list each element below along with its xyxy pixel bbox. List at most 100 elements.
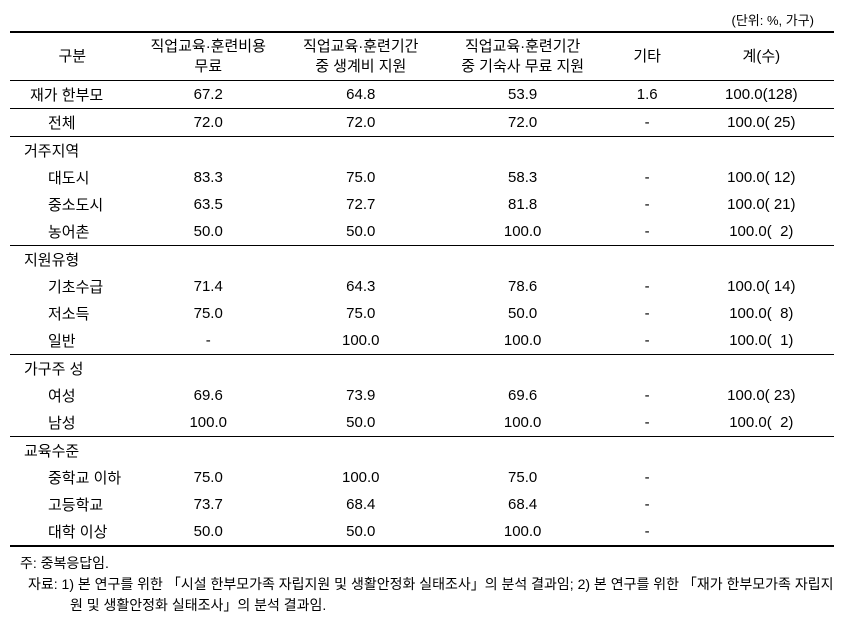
cell-value: - — [606, 327, 689, 355]
row-label: 재가 한부모 — [10, 81, 135, 109]
cell-value: 75.0 — [440, 464, 606, 491]
cell-value: 100.0 — [440, 409, 606, 437]
cell-value: 100.0( 23) — [689, 382, 834, 409]
header-col3: 직업교육·훈련기간중 기숙사 무료 지원 — [440, 32, 606, 81]
table-row: 중소도시63.572.781.8-100.0( 21) — [10, 191, 834, 218]
cell-value: 75.0 — [135, 464, 282, 491]
cell-value: 83.3 — [135, 164, 282, 191]
cell-value — [689, 464, 834, 491]
cell-value: 100.0 — [282, 464, 440, 491]
header-col2: 직업교육·훈련기간중 생계비 지원 — [282, 32, 440, 81]
table-row: 저소득75.075.050.0-100.0( 8) — [10, 300, 834, 327]
table-row: 재가 한부모67.264.853.91.6100.0(128) — [10, 81, 834, 109]
row-label: 고등학교 — [10, 491, 135, 518]
table-row: 중학교 이하75.0100.075.0- — [10, 464, 834, 491]
table-row: 일반-100.0100.0-100.0( 1) — [10, 327, 834, 355]
cell-value — [689, 518, 834, 546]
cell-value: 100.0( 2) — [689, 409, 834, 437]
cell-value: 100.0 — [440, 518, 606, 546]
table-row: 지원유형 — [10, 246, 834, 274]
cell-value: 100.0( 12) — [689, 164, 834, 191]
cell-value: - — [606, 164, 689, 191]
row-label: 여성 — [10, 382, 135, 409]
cell-value: 100.0 — [135, 409, 282, 437]
cell-value: - — [606, 382, 689, 409]
cell-value: 75.0 — [282, 300, 440, 327]
cell-value: 100.0 — [282, 327, 440, 355]
section-label: 지원유형 — [10, 246, 834, 274]
cell-value: - — [606, 218, 689, 246]
cell-value: 100.0( 2) — [689, 218, 834, 246]
cell-value: - — [606, 191, 689, 218]
cell-value: 100.0( 25) — [689, 109, 834, 137]
table-row: 여성69.673.969.6-100.0( 23) — [10, 382, 834, 409]
row-label: 남성 — [10, 409, 135, 437]
cell-value: - — [606, 300, 689, 327]
row-label: 대학 이상 — [10, 518, 135, 546]
cell-value: - — [606, 518, 689, 546]
row-label: 대도시 — [10, 164, 135, 191]
table-row: 기초수급71.464.378.6-100.0( 14) — [10, 273, 834, 300]
cell-value: 68.4 — [282, 491, 440, 518]
footnote-source: 자료: 1) 본 연구를 위한 「시설 한부모가족 자립지원 및 생활안정화 실… — [20, 574, 834, 616]
cell-value: 63.5 — [135, 191, 282, 218]
cell-value: 58.3 — [440, 164, 606, 191]
cell-value: 72.0 — [440, 109, 606, 137]
cell-value: 50.0 — [282, 409, 440, 437]
table-row: 농어촌50.050.0100.0-100.0( 2) — [10, 218, 834, 246]
cell-value: 50.0 — [440, 300, 606, 327]
header-row: 구분 직업교육·훈련비용무료 직업교육·훈련기간중 생계비 지원 직업교육·훈련… — [10, 32, 834, 81]
cell-value: 75.0 — [282, 164, 440, 191]
cell-value: 72.0 — [282, 109, 440, 137]
cell-value: 50.0 — [135, 218, 282, 246]
cell-value: 68.4 — [440, 491, 606, 518]
cell-value: 67.2 — [135, 81, 282, 109]
table-row: 대도시83.375.058.3-100.0( 12) — [10, 164, 834, 191]
table-body: 재가 한부모67.264.853.91.6100.0(128)전체72.072.… — [10, 81, 834, 547]
table-row: 가구주 성 — [10, 355, 834, 383]
cell-value: 100.0(128) — [689, 81, 834, 109]
row-label: 전체 — [10, 109, 135, 137]
cell-value: 72.0 — [135, 109, 282, 137]
row-label: 농어촌 — [10, 218, 135, 246]
cell-value: 100.0 — [440, 327, 606, 355]
cell-value: 75.0 — [135, 300, 282, 327]
unit-label: (단위: %, 가구) — [10, 10, 834, 31]
row-label: 일반 — [10, 327, 135, 355]
cell-value: 53.9 — [440, 81, 606, 109]
section-label: 가구주 성 — [10, 355, 834, 383]
cell-value: 50.0 — [282, 218, 440, 246]
data-table: 구분 직업교육·훈련비용무료 직업교육·훈련기간중 생계비 지원 직업교육·훈련… — [10, 31, 834, 547]
row-label: 저소득 — [10, 300, 135, 327]
cell-value: 69.6 — [440, 382, 606, 409]
header-col1: 직업교육·훈련비용무료 — [135, 32, 282, 81]
cell-value: - — [606, 409, 689, 437]
header-category: 구분 — [10, 32, 135, 81]
cell-value: 100.0( 1) — [689, 327, 834, 355]
header-col5: 계(수) — [689, 32, 834, 81]
table-row: 고등학교73.768.468.4- — [10, 491, 834, 518]
cell-value: 78.6 — [440, 273, 606, 300]
row-label: 기초수급 — [10, 273, 135, 300]
cell-value: 73.9 — [282, 382, 440, 409]
cell-value: 71.4 — [135, 273, 282, 300]
table-row: 남성100.050.0100.0-100.0( 2) — [10, 409, 834, 437]
cell-value: 100.0( 8) — [689, 300, 834, 327]
header-col4: 기타 — [606, 32, 689, 81]
section-label: 교육수준 — [10, 437, 834, 465]
cell-value: - — [606, 109, 689, 137]
table-row: 전체72.072.072.0-100.0( 25) — [10, 109, 834, 137]
cell-value: 69.6 — [135, 382, 282, 409]
cell-value: 64.8 — [282, 81, 440, 109]
cell-value: - — [606, 491, 689, 518]
table-row: 거주지역 — [10, 137, 834, 165]
cell-value — [689, 491, 834, 518]
table-row: 대학 이상50.050.0100.0- — [10, 518, 834, 546]
footnotes: 주: 중복응답임. 자료: 1) 본 연구를 위한 「시설 한부모가족 자립지원… — [10, 553, 834, 616]
cell-value: 100.0( 14) — [689, 273, 834, 300]
footnote-note: 주: 중복응답임. — [20, 553, 834, 574]
cell-value: - — [135, 327, 282, 355]
cell-value: - — [606, 464, 689, 491]
row-label: 중학교 이하 — [10, 464, 135, 491]
row-label: 중소도시 — [10, 191, 135, 218]
